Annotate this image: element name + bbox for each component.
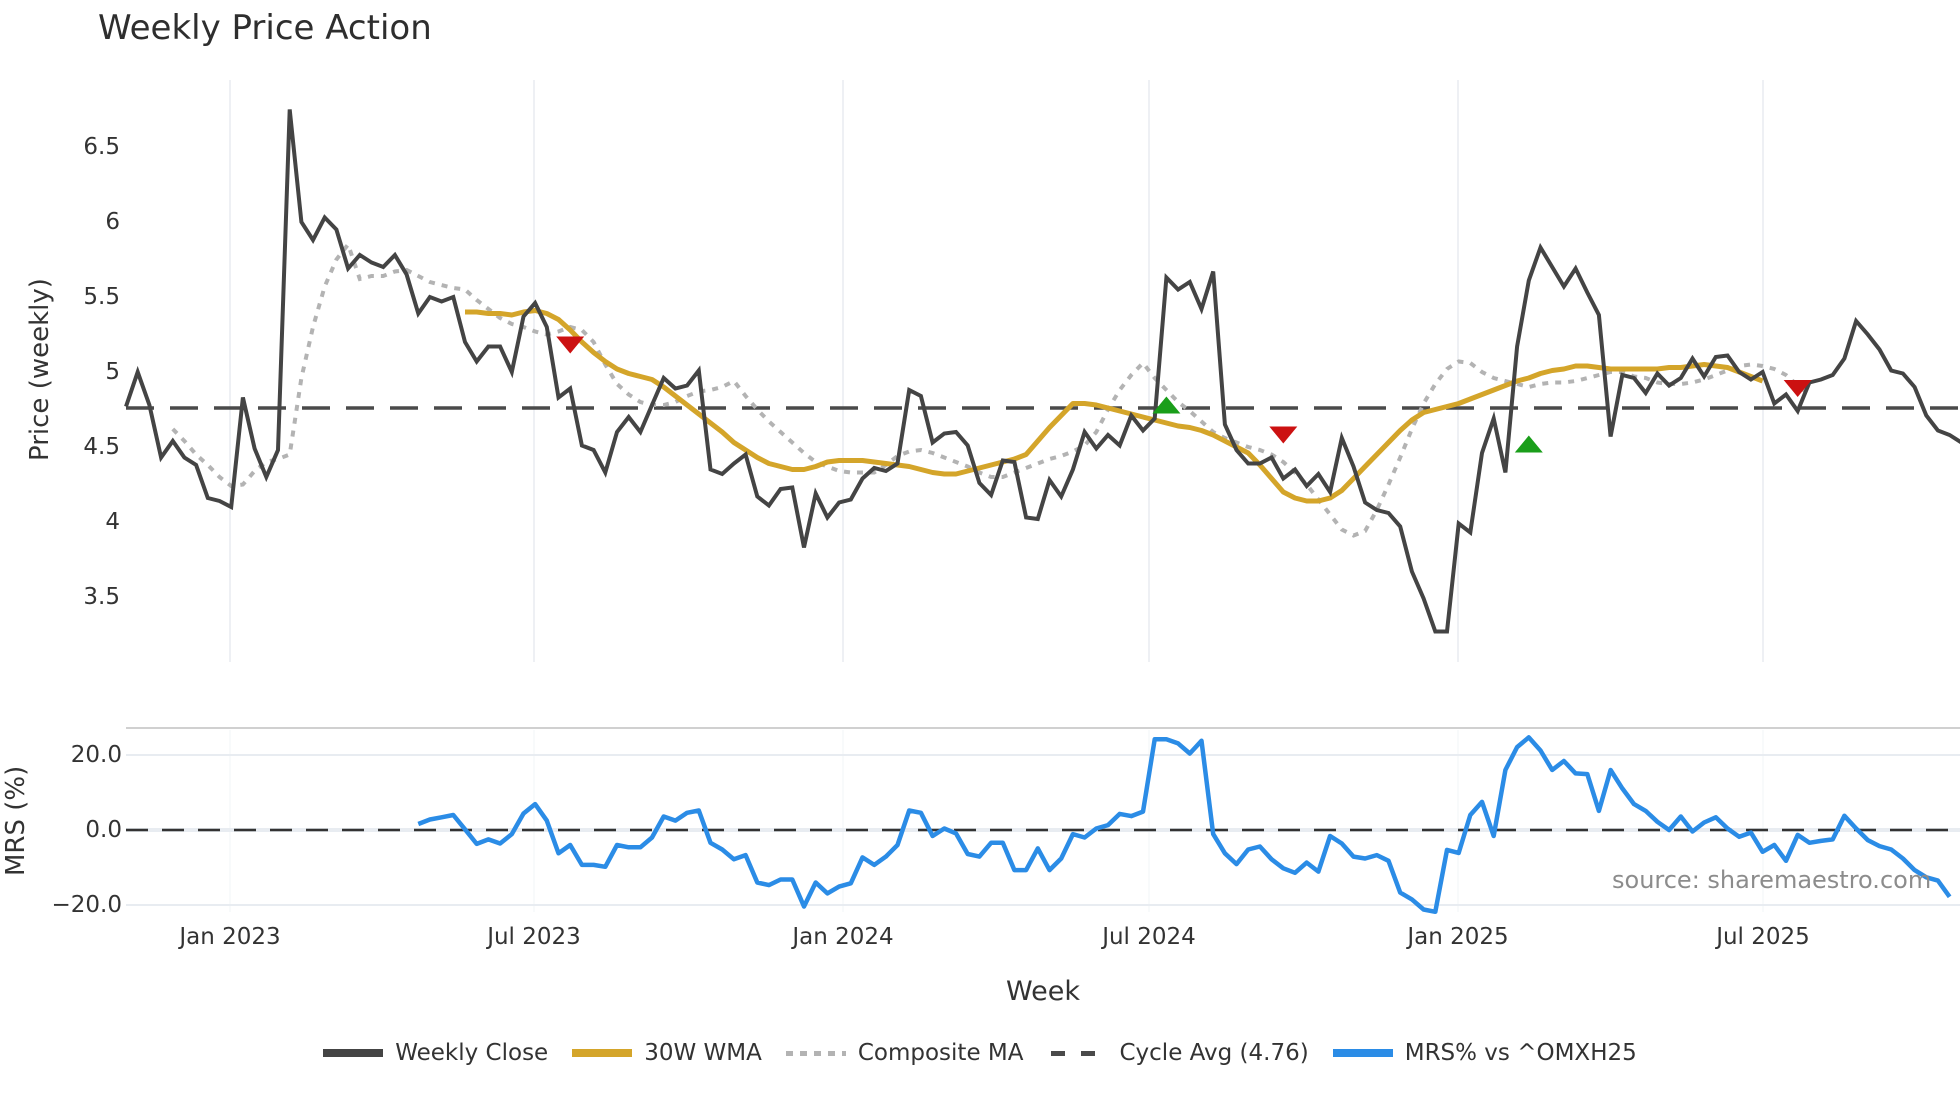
mrs-axis-label: MRS (%) — [1, 765, 31, 876]
y-tick-4: 4 — [105, 509, 120, 535]
x-tick-jan-2024: Jan 2024 — [792, 924, 894, 950]
x-tick-jul-2024: Jul 2024 — [1102, 924, 1196, 950]
legend-label: Cycle Avg (4.76) — [1119, 1040, 1309, 1066]
legend-item-weekly-close[interactable]: Weekly Close — [323, 1040, 548, 1066]
buy-signal-triangle-icon — [1152, 396, 1181, 414]
y-tick-3.5: 3.5 — [83, 584, 120, 610]
x-axis-label: Week — [1006, 976, 1080, 1007]
legend-swatch-30w-wma — [572, 1049, 633, 1057]
mrs-line — [417, 735, 1952, 915]
y-tick-6.5: 6.5 — [83, 134, 120, 160]
weekly-close-line — [124, 109, 1960, 634]
y-tick-5: 5 — [105, 359, 120, 385]
legend-label: Composite MA — [857, 1040, 1024, 1066]
mrs-tick-neg20: −20.0 — [51, 892, 122, 918]
legend-swatch-composite-ma — [785, 1050, 846, 1056]
buy-signal-triangle-icon — [1514, 435, 1543, 453]
x-tick-jan-2023: Jan 2023 — [179, 924, 281, 950]
legend-label: 30W WMA — [644, 1040, 762, 1066]
chart-title: Weekly Price Action — [98, 8, 432, 48]
legend-label: Weekly Close — [395, 1040, 549, 1066]
source-annotation: source: sharemaestro.com — [1612, 866, 1932, 894]
legend-swatch-mrs — [1332, 1049, 1393, 1057]
sell-signal-triangle-icon — [1269, 426, 1298, 444]
wma-line — [465, 308, 1764, 504]
legend-item-composite-ma[interactable]: Composite MA — [785, 1040, 1024, 1066]
legend-item-mrs[interactable]: MRS% vs ^OMXH25 — [1332, 1040, 1637, 1066]
y-tick-4.5: 4.5 — [83, 434, 120, 460]
x-tick-jan-2025: Jan 2025 — [1407, 924, 1509, 950]
y-tick-5.5: 5.5 — [83, 284, 120, 310]
legend-item-30w-wma[interactable]: 30W WMA — [572, 1040, 762, 1066]
y-axis-label: Price (weekly) — [25, 278, 55, 461]
x-tick-jul-2025: Jul 2025 — [1716, 924, 1810, 950]
sell-signal-triangle-icon — [1783, 380, 1812, 397]
legend-swatch-cycle-avg — [1047, 1050, 1108, 1056]
mrs-tick-20: 20.0 — [70, 742, 122, 768]
legend-item-cycle-avg[interactable]: Cycle Avg (4.76) — [1047, 1040, 1309, 1066]
y-tick-6: 6 — [105, 209, 120, 235]
legend: Weekly Close 30W WMA Composite MA Cycle … — [0, 1036, 1960, 1070]
sell-signal-triangle-icon — [556, 336, 585, 354]
legend-label: MRS% vs ^OMXH25 — [1404, 1040, 1637, 1066]
composite-ma-line — [171, 240, 1811, 538]
legend-swatch-weekly-close — [323, 1049, 384, 1057]
mrs-tick-0: 0.0 — [85, 817, 122, 843]
x-tick-jul-2023: Jul 2023 — [487, 924, 581, 950]
